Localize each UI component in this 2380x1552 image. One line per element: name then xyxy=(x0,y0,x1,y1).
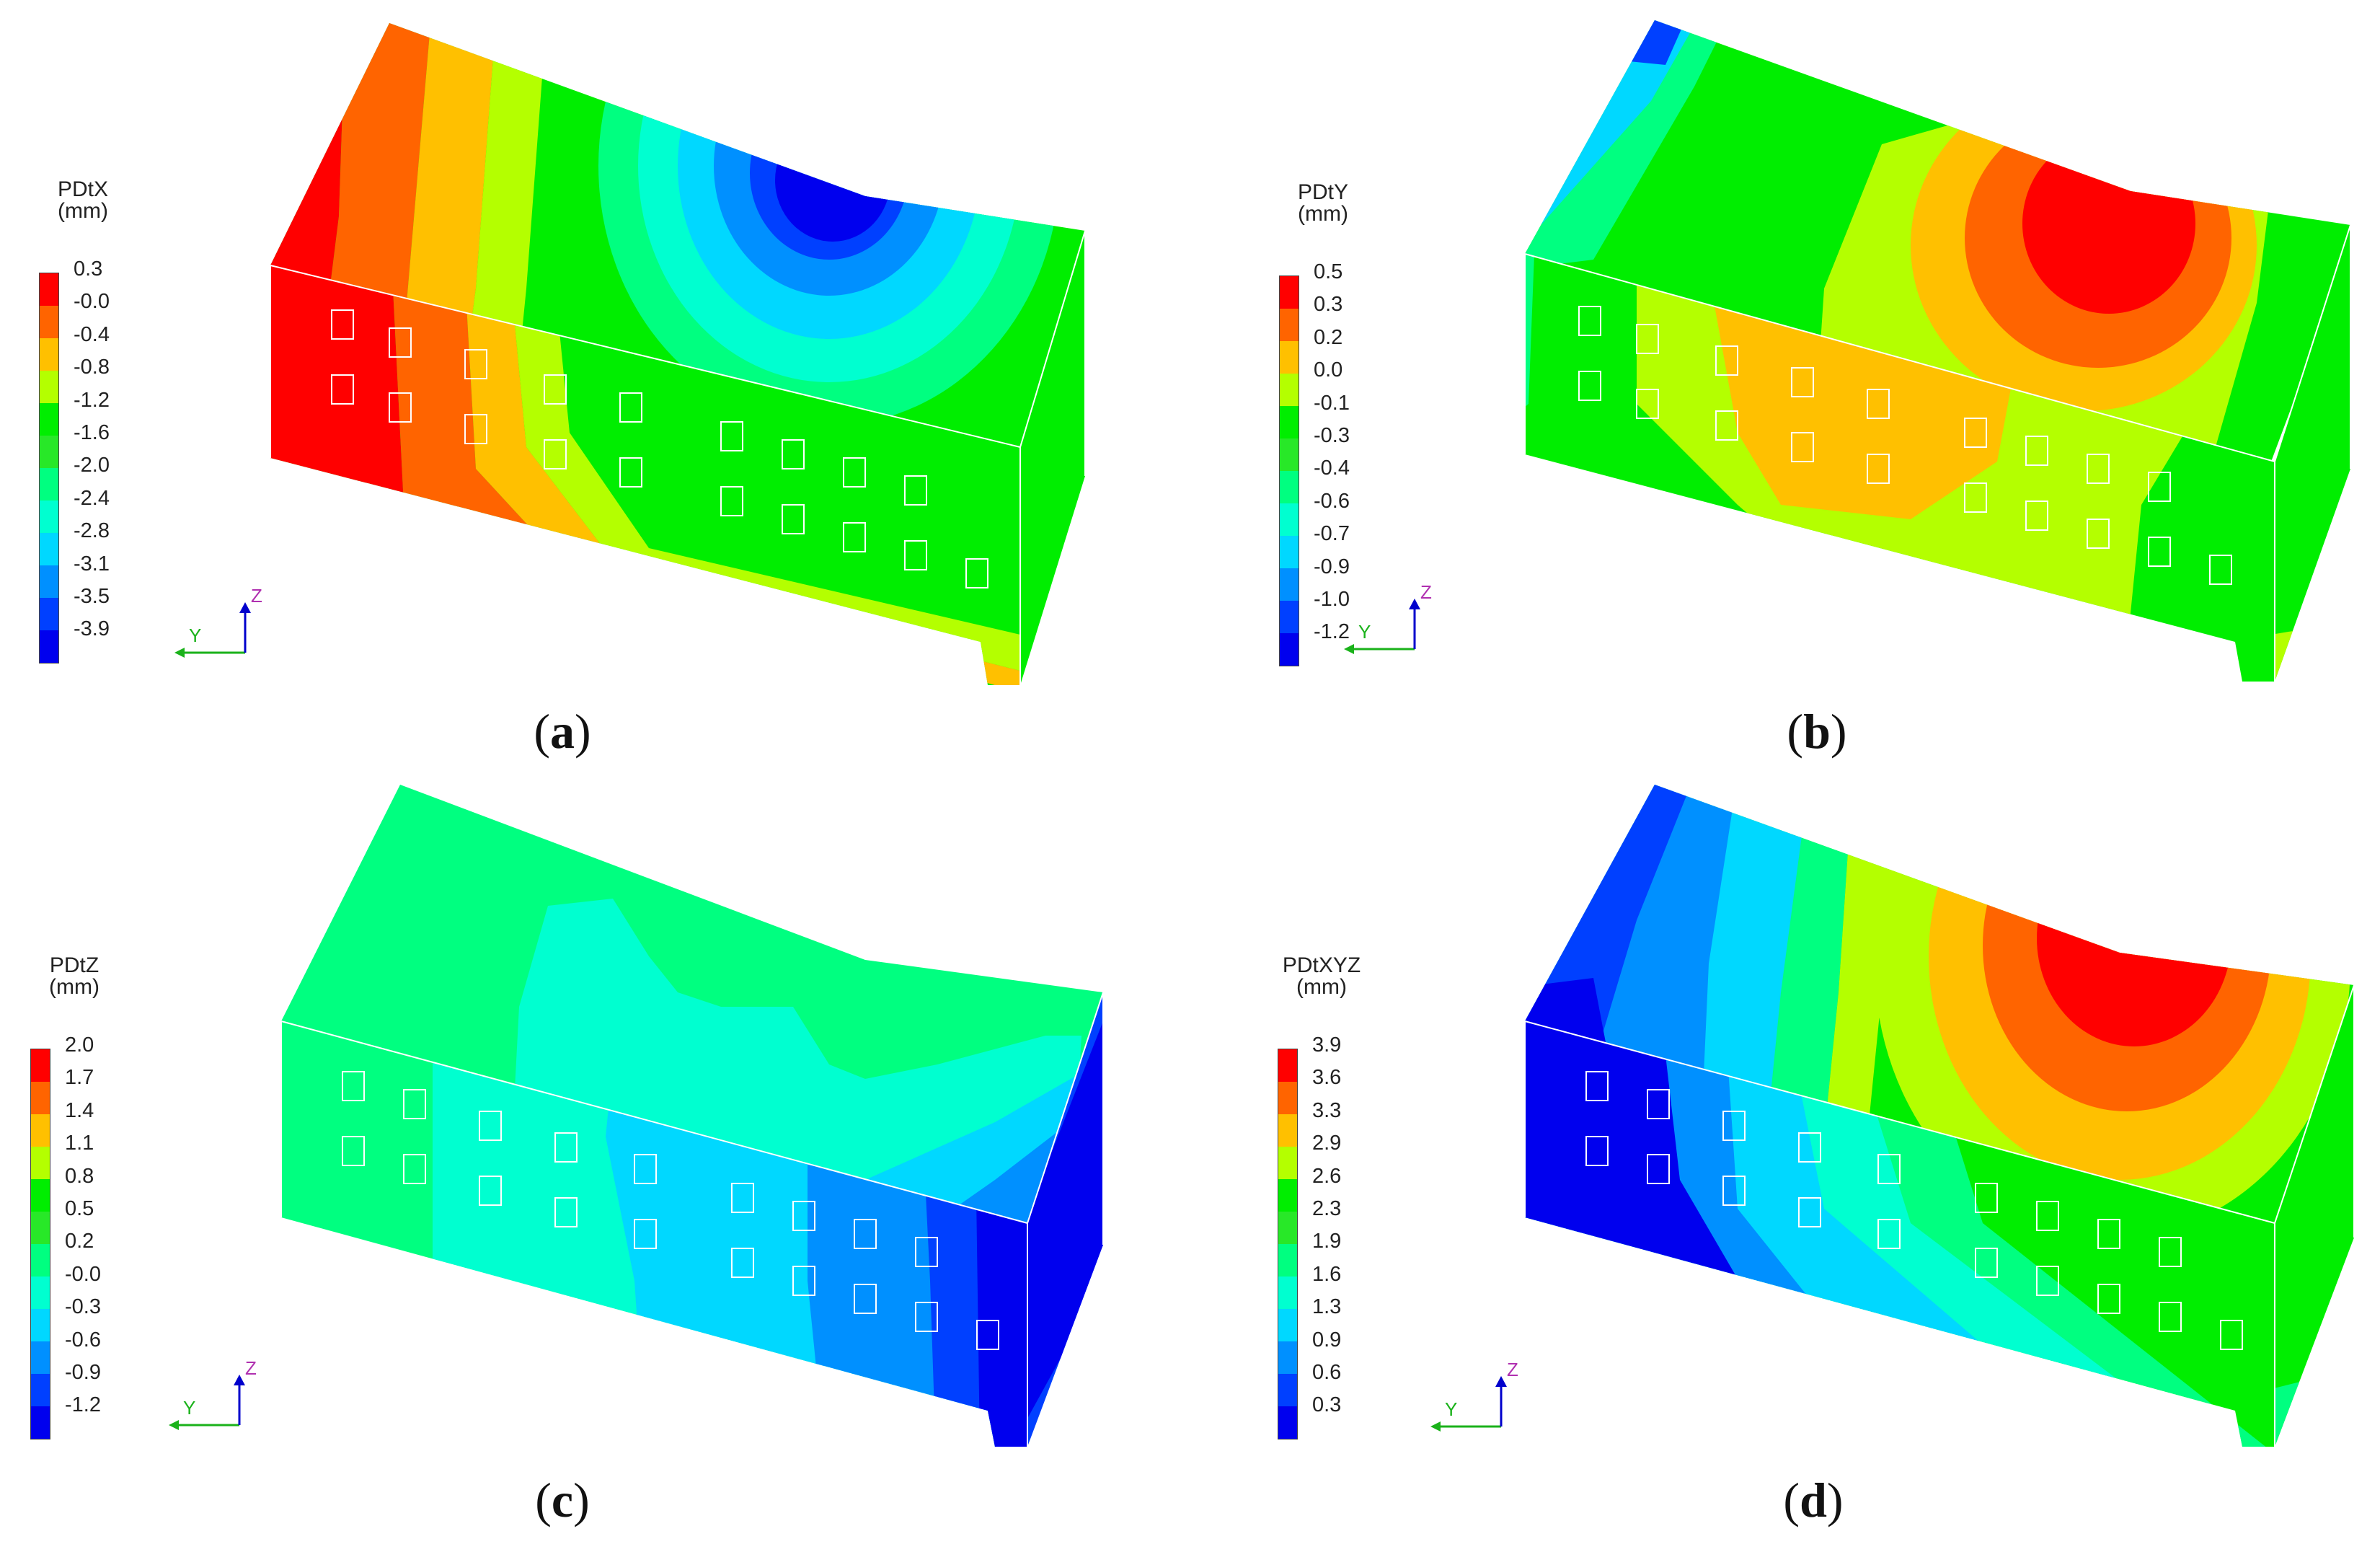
legend-tick: -0.0 xyxy=(74,290,110,314)
caption-a: (a) xyxy=(534,704,591,759)
axis-z-label: Z xyxy=(1507,1359,1518,1380)
panel-c: PDtZ (mm) 2.0 1.7 1.4 1.1 0.8 0.5 0.2 -0… xyxy=(0,776,1190,1552)
legend-tick: -1.2 xyxy=(74,388,110,412)
building-model-d: Y Z xyxy=(1430,785,2355,1447)
legend-tick: 0.5 xyxy=(65,1196,94,1220)
legend-unit: (mm) xyxy=(49,975,99,999)
axis-y-label: Y xyxy=(1445,1398,1457,1420)
legend-tick: -2.8 xyxy=(74,519,110,543)
legend-tick: 1.6 xyxy=(1312,1262,1342,1286)
legend-tick: -0.3 xyxy=(65,1295,101,1319)
building-model-b: Y Z xyxy=(1344,20,2351,682)
axis-y-label: Y xyxy=(189,625,201,646)
legend-tick: 3.3 xyxy=(1312,1098,1342,1122)
panel-d: PDtXYZ (mm) 3.9 3.6 3.3 2.9 2.6 2.3 1.9 … xyxy=(1190,776,2379,1552)
legend-tick-labels: 0.5 0.3 0.2 0.0 -0.1 -0.3 -0.4 -0.6 -0.7… xyxy=(1314,261,1350,654)
axis-y-label: Y xyxy=(1358,621,1371,643)
legend-tick: 3.9 xyxy=(1312,1033,1342,1057)
axis-triad-d: Y Z xyxy=(1430,1359,1518,1432)
legend-tick-labels: 3.9 3.6 3.3 2.9 2.6 2.3 1.9 1.6 1.3 0.9 … xyxy=(1312,1034,1341,1427)
legend-tick: 0.2 xyxy=(65,1230,94,1253)
legend-tick: -3.1 xyxy=(74,552,110,576)
legend-unit: (mm) xyxy=(1298,202,1348,226)
legend-title: PDtX xyxy=(57,177,109,201)
legend-tick-labels: 2.0 1.7 1.4 1.1 0.8 0.5 0.2 -0.0 -0.3 -0… xyxy=(65,1034,101,1427)
legend-tick: 1.1 xyxy=(65,1132,94,1155)
axis-z-label: Z xyxy=(1420,581,1432,603)
legend-tick: -0.4 xyxy=(1314,457,1350,480)
axis-triad-c: Y Z xyxy=(169,1357,257,1430)
legend-tick: -1.2 xyxy=(65,1393,101,1417)
legend-tick: 2.0 xyxy=(65,1033,94,1057)
caption-b: (b) xyxy=(1787,704,1847,759)
legend-tick: 0.5 xyxy=(1314,260,1343,283)
building-outline-c xyxy=(280,992,1104,1447)
color-bar xyxy=(1278,1049,1298,1439)
legend-tick: -0.8 xyxy=(74,356,110,379)
legend-tick: -2.0 xyxy=(74,454,110,477)
panel-b: PDtY (mm) 0.5 0.3 0.2 0.0 -0.1 -0.3 -0.4… xyxy=(1190,0,2379,776)
windows-a xyxy=(331,309,988,588)
legend-tick: 0.0 xyxy=(1314,358,1343,382)
legend-tick: 2.3 xyxy=(1312,1196,1342,1220)
windows-b xyxy=(1578,306,2232,585)
legend-tick: -1.0 xyxy=(1314,587,1350,611)
legend-tick: -1.6 xyxy=(74,420,110,444)
legend-tick: -0.4 xyxy=(74,322,110,346)
legend-tick: 0.3 xyxy=(74,257,103,281)
legend-tick: 0.3 xyxy=(1312,1393,1342,1417)
legend-tick: -1.2 xyxy=(1314,620,1350,644)
legend-tick: 1.4 xyxy=(65,1098,94,1122)
legend-tick: 1.3 xyxy=(1312,1295,1342,1319)
color-bar xyxy=(39,273,59,663)
legend-tick: -3.9 xyxy=(74,617,110,641)
legend-tick: 0.6 xyxy=(1312,1360,1342,1384)
legend-tick: 1.7 xyxy=(65,1066,94,1090)
legend-tick: 0.8 xyxy=(65,1164,94,1188)
legend-unit: (mm) xyxy=(1296,975,1347,999)
windows-c xyxy=(342,1071,999,1350)
legend-tick: -0.9 xyxy=(65,1360,101,1384)
legend-tick: -0.7 xyxy=(1314,522,1350,546)
legend-tick-labels: 0.3 -0.0 -0.4 -0.8 -1.2 -1.6 -2.0 -2.4 -… xyxy=(74,258,110,651)
axis-z-label: Z xyxy=(251,585,262,607)
building-model-c: Y Z xyxy=(169,785,1104,1447)
legend-tick: -0.9 xyxy=(1314,555,1350,578)
legend-tick: -0.3 xyxy=(1314,423,1350,447)
legend-tick: 2.9 xyxy=(1312,1132,1342,1155)
panel-a: PDtX (mm) 0.3 -0.0 -0.4 -0.8 -1.2 -1.6 -… xyxy=(0,0,1190,776)
color-bar xyxy=(1279,275,1299,666)
windows-d xyxy=(1585,1071,2243,1350)
legend-tick: -0.6 xyxy=(1314,489,1350,513)
building-outline-b xyxy=(1524,224,2351,682)
legend-tick: 0.3 xyxy=(1314,293,1343,317)
legend-tick: -0.6 xyxy=(65,1328,101,1352)
legend-tick: 0.2 xyxy=(1314,325,1343,349)
legend-tick: -0.1 xyxy=(1314,391,1350,415)
legend-title: PDtZ xyxy=(49,953,99,977)
legend-title: PDtY xyxy=(1297,180,1349,204)
caption-d: (d) xyxy=(1783,1473,1844,1527)
color-bar xyxy=(30,1049,50,1439)
legend-unit: (mm) xyxy=(58,199,108,223)
legend-tick: 3.6 xyxy=(1312,1066,1342,1090)
legend-tick: 1.9 xyxy=(1312,1230,1342,1253)
legend-title: PDtXYZ xyxy=(1282,953,1361,977)
legend-tick: -3.5 xyxy=(74,584,110,608)
building-outline-d xyxy=(1524,984,2355,1447)
legend-tick: -2.4 xyxy=(74,486,110,510)
caption-c: (c) xyxy=(535,1473,590,1527)
axis-triad-a: Y Z xyxy=(174,585,262,658)
legend-tick: 0.9 xyxy=(1312,1328,1342,1352)
building-model-a: Y Z xyxy=(174,23,1086,685)
building-outline-a xyxy=(270,230,1086,685)
legend-tick: -0.0 xyxy=(65,1262,101,1286)
legend-tick: 2.6 xyxy=(1312,1164,1342,1188)
axis-triad-b: Y Z xyxy=(1344,581,1432,654)
axis-y-label: Y xyxy=(183,1397,195,1419)
axis-z-label: Z xyxy=(245,1357,257,1379)
